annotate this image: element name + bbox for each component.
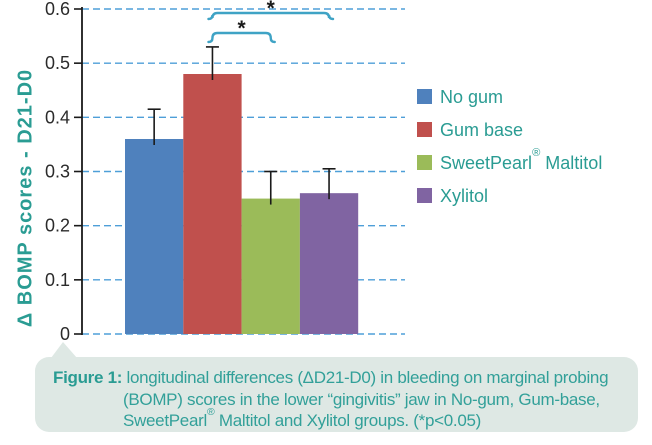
legend-label-xylitol: Xylitol [440, 185, 489, 206]
legend-item-xylitol: Xylitol [417, 185, 602, 206]
significance-bracket-gum-base-vs-xylitol [207, 11, 335, 21]
y-tick-label-0.5: 0.5 [45, 53, 70, 73]
registered-trademark: ® [206, 405, 215, 418]
significance-bracket-gum-base-vs-sweetpearl-maltitol [207, 31, 276, 44]
y-tick-label-0.4: 0.4 [45, 107, 70, 127]
significance-star: * [267, 0, 276, 20]
caption-text-2: (BOMP) scores in the lower “gingivitis” … [123, 389, 600, 409]
y-tick-label-0.6: 0.6 [45, 0, 70, 19]
legend-label-no-gum: No gum [440, 86, 504, 107]
y-tick-label-0: 0 [60, 324, 70, 344]
y-tick-label-0.3: 0.3 [45, 162, 70, 182]
figure-caption: Figure 1: longitudinal differences (ΔD21… [35, 357, 638, 432]
bar-sweetpearl-maltitol [241, 198, 300, 334]
legend-label-gum-base: Gum base [440, 119, 524, 140]
caption-text-3: SweetPearl® Maltitol and Xylitol groups.… [123, 405, 481, 430]
y-tick-label-0.2: 0.2 [45, 216, 70, 236]
legend-swatch-no-gum [417, 89, 432, 104]
y-tick-label-0.1: 0.1 [45, 270, 70, 290]
legend-item-no-gum: No gum [417, 86, 602, 107]
legend-item-gum-base: Gum base [417, 119, 602, 140]
legend-swatch-gum-base [417, 122, 432, 137]
legend-label-sweetpearl-maltitol: SweetPearl® Maltitol [440, 147, 603, 173]
caption-line-1: Figure 1: longitudinal differences (ΔD21… [53, 367, 630, 389]
bar-gum-base [183, 74, 242, 334]
legend-item-sweetpearl-maltitol: SweetPearl® Maltitol [417, 147, 603, 173]
chart-legend: No gum Gum base SweetPearl® Maltitol Xylito… [417, 86, 603, 221]
y-axis-title: Δ BOMP scores - D21-D0 [14, 68, 37, 328]
caption-pointer-tail [51, 342, 77, 358]
bar-xylitol [299, 193, 359, 334]
bar-no-gum [125, 139, 184, 334]
registered-trademark: ® [532, 147, 541, 160]
significance-star: * [238, 17, 247, 40]
legend-swatch-sweetpearl-maltitol [417, 155, 432, 170]
legend-swatch-xylitol [417, 188, 432, 203]
caption-text-1: longitudinal differences (ΔD21-D0) in bl… [122, 368, 609, 387]
figure-number-label: Figure 1: [53, 368, 123, 387]
